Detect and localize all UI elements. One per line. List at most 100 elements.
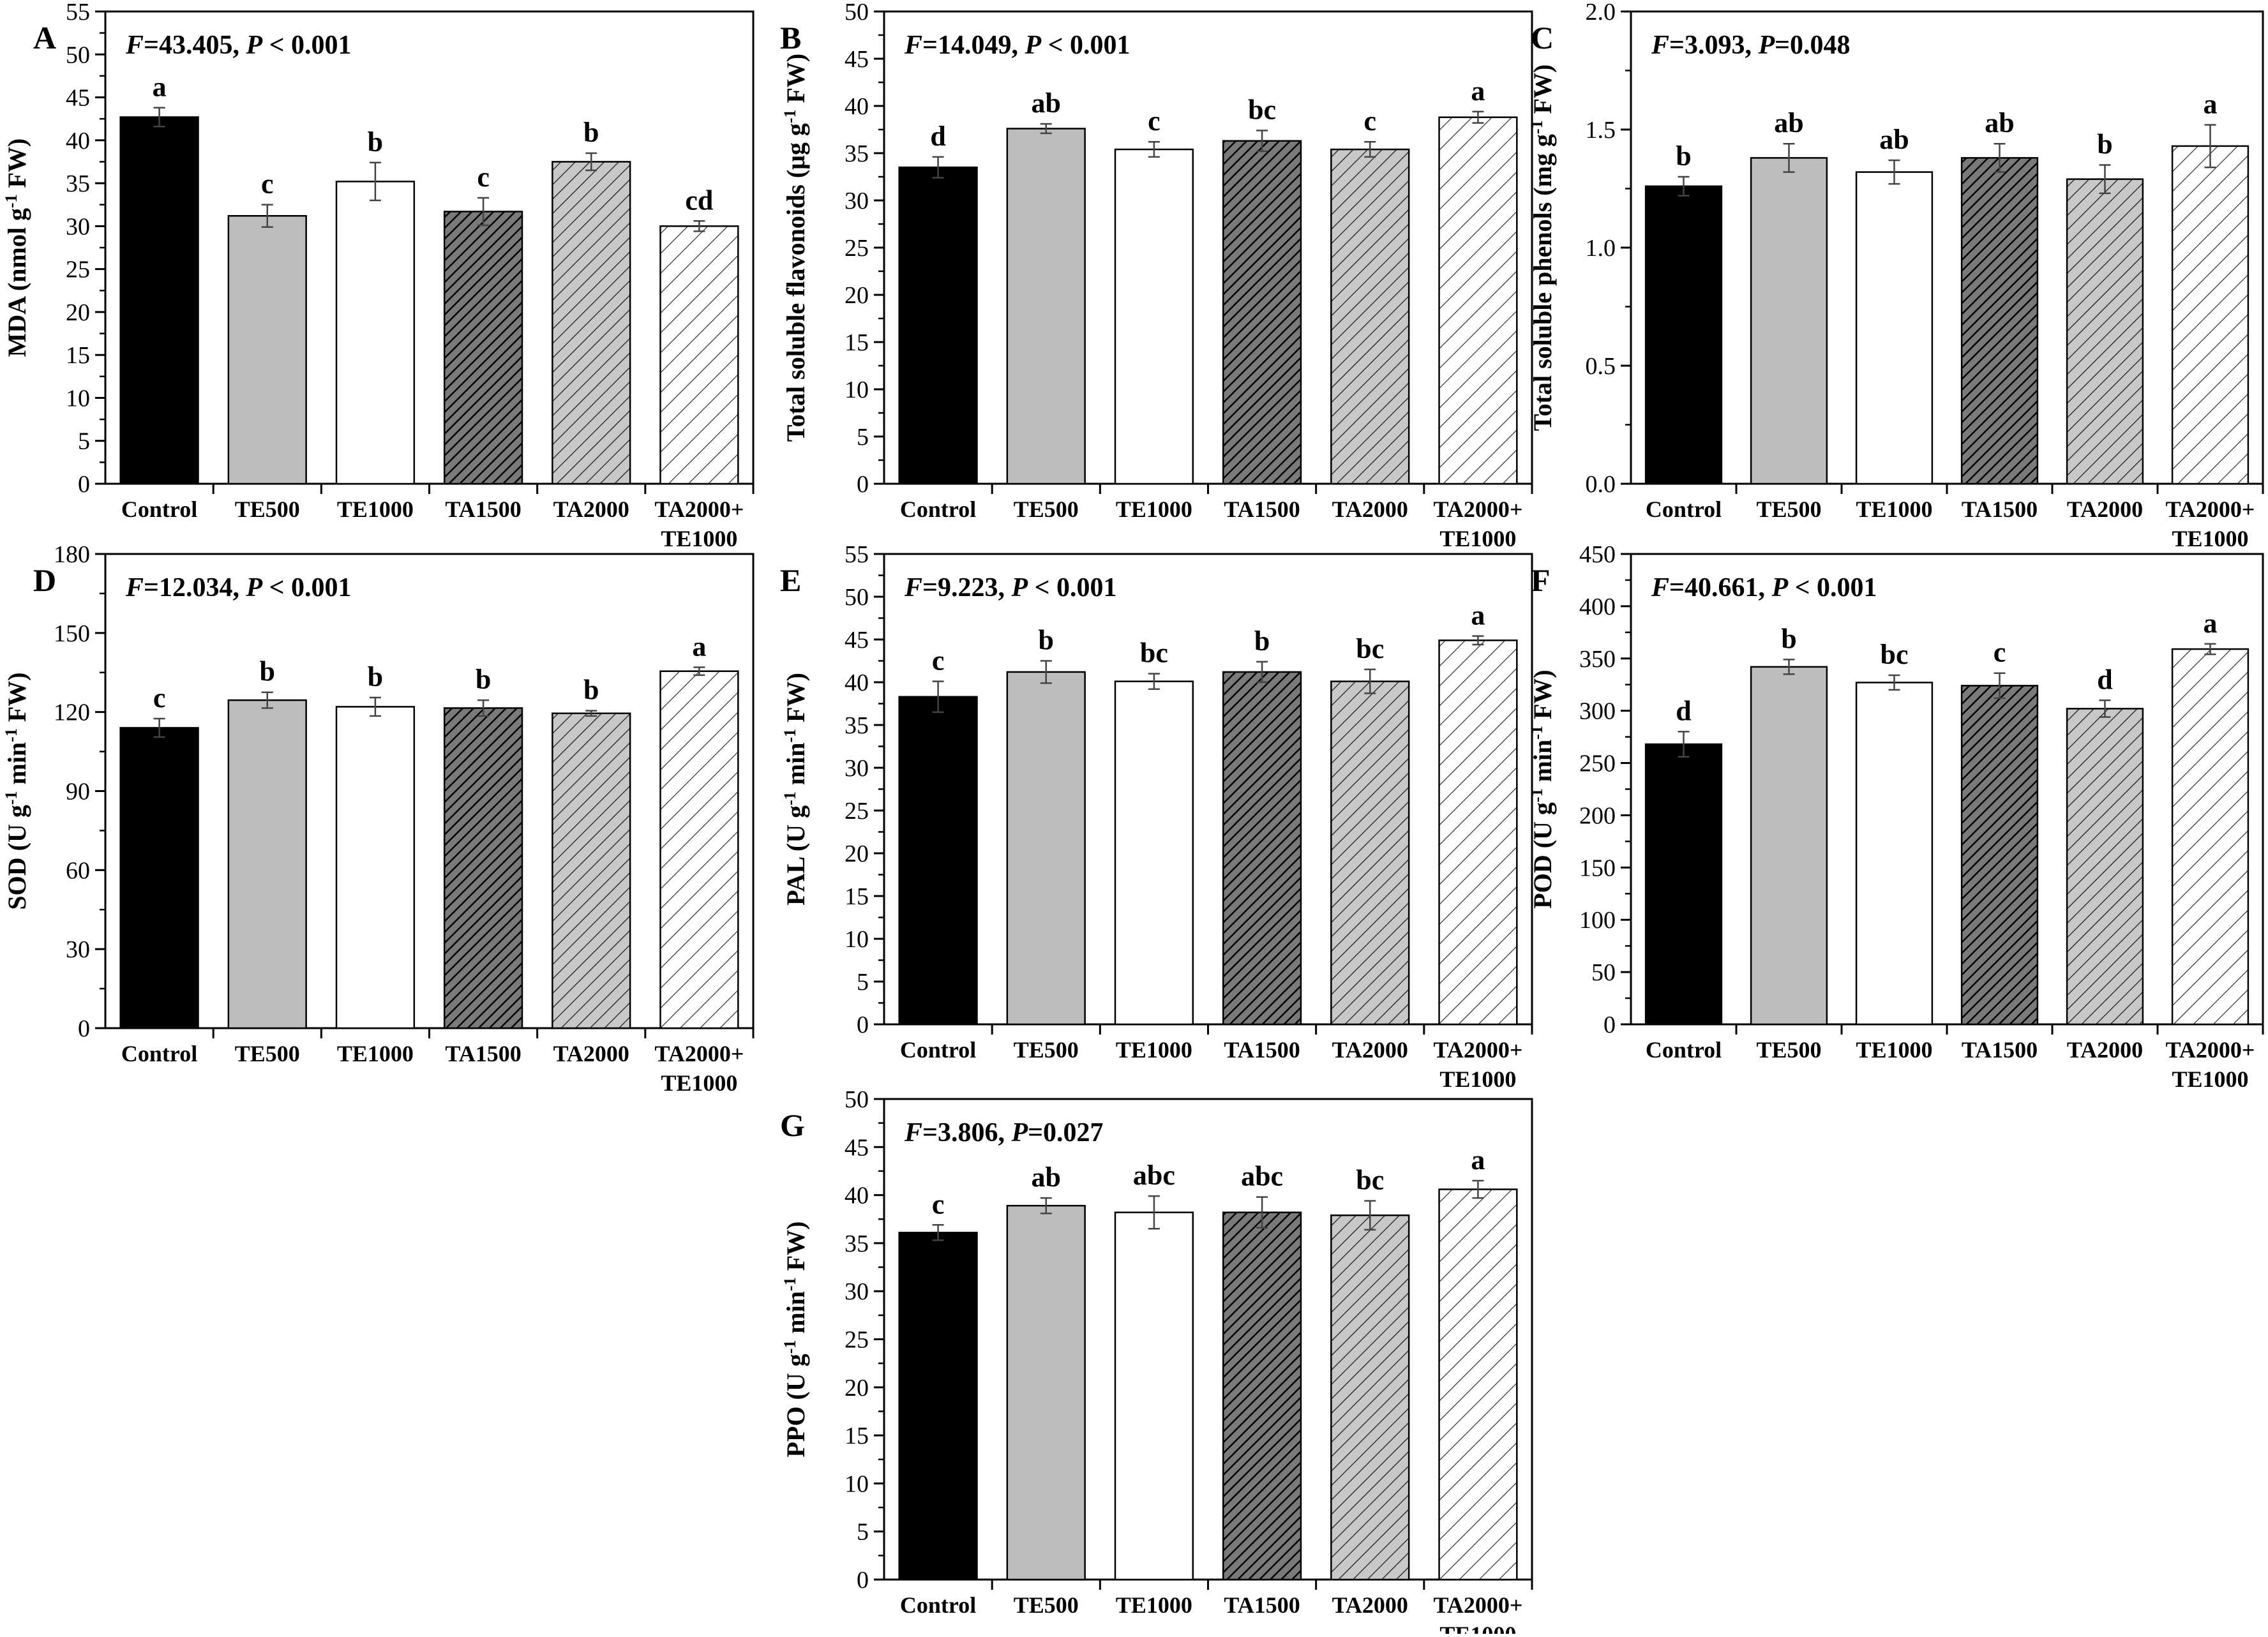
stats-annotation: F=14.049, P < 0.001 — [904, 31, 1130, 60]
x-tick-label: Control — [1646, 1037, 1722, 1063]
y-tick-label: 40 — [845, 669, 869, 696]
bar — [443, 211, 523, 485]
x-tick-label: TA2000 — [1332, 1592, 1408, 1618]
y-tick-label: 450 — [1579, 541, 1616, 568]
y-axis-label-part: FW) — [781, 54, 810, 110]
y-tick-label: 45 — [66, 85, 90, 112]
y-tick-label: 5 — [857, 424, 869, 451]
y-tick-label: 10 — [845, 1470, 869, 1497]
x-tick-label-line: TA2000 — [1332, 1592, 1408, 1618]
significance-letter: b — [583, 117, 599, 148]
significance-letter: c — [1994, 637, 2006, 668]
bar — [1006, 1204, 1086, 1581]
stats-part: < 0.001 — [262, 573, 351, 602]
y-axis-label-part: -1 — [781, 729, 799, 743]
stats-annotation: F=12.034, P < 0.001 — [125, 573, 352, 602]
x-tick-label: Control — [900, 1592, 976, 1618]
y-axis-label-part: MDA (nmol g — [3, 208, 31, 357]
y-tick-label: 40 — [845, 1183, 869, 1209]
y-tick-label: 45 — [845, 46, 869, 73]
significance-letter: c — [477, 161, 490, 193]
y-axis-label: MDA (nmol g-1 FW) — [2, 138, 32, 357]
y-tick-label: 40 — [66, 128, 90, 154]
y-tick-label: 20 — [845, 841, 869, 867]
x-tick-label-line: TE500 — [235, 1041, 300, 1066]
stats-part: F — [904, 573, 922, 602]
y-tick-label: 30 — [845, 1278, 869, 1305]
bar — [552, 712, 631, 1029]
bar — [1114, 1211, 1194, 1581]
y-tick-label: 55 — [66, 0, 90, 26]
bar — [1222, 1211, 1302, 1581]
x-tick-label-line: TE500 — [235, 497, 300, 522]
y-tick-label: 30 — [845, 755, 869, 782]
y-tick-label: 50 — [845, 1086, 869, 1113]
x-tick-label: TA2000+ TE1000 — [654, 497, 744, 551]
y-axis-label-part: -1 — [1528, 726, 1546, 740]
significance-letter: b — [368, 126, 383, 158]
x-tick-label: Control — [121, 1041, 197, 1066]
bar — [335, 706, 416, 1029]
y-tick-label: 0.0 — [1586, 471, 1616, 498]
x-tick-label: TE500 — [1014, 1037, 1079, 1063]
y-tick-label: 400 — [1579, 594, 1616, 620]
significance-letter: bc — [1140, 638, 1168, 669]
significance-letter: ab — [1774, 107, 1803, 138]
y-tick-label: 35 — [845, 1230, 869, 1257]
stats-part: P — [1024, 31, 1041, 60]
significance-letter: b — [368, 661, 383, 692]
bar — [1114, 148, 1194, 485]
x-tick-label: TA2000+ TE1000 — [1433, 1037, 1522, 1092]
x-tick-label-line: TA2000 — [553, 1041, 629, 1066]
y-tick-label: 250 — [1579, 751, 1616, 777]
y-tick-label: 0 — [857, 1567, 869, 1594]
significance-letter: ab — [1032, 1162, 1061, 1193]
stats-part: F — [125, 573, 144, 602]
y-tick-label: 1.0 — [1586, 235, 1616, 262]
significance-letter: c — [932, 1188, 945, 1220]
x-tick-label-line: Control — [1646, 1037, 1722, 1063]
x-tick-label-line: TE1000 — [337, 497, 414, 522]
stats-part: =40.661, — [1669, 573, 1771, 602]
bar — [227, 699, 307, 1029]
panel-label: G — [780, 1107, 805, 1143]
x-tick-label-line: TA2000+ — [654, 1041, 744, 1066]
bar — [659, 670, 739, 1029]
y-tick-label: 30 — [66, 936, 90, 963]
plot-frame — [883, 10, 1533, 485]
significance-letter: ab — [1032, 87, 1061, 119]
x-tick-label-line: TA2000+ — [1433, 1592, 1522, 1618]
x-tick-label: TA1500 — [1962, 497, 2038, 522]
x-tick-label-line: Control — [1646, 497, 1722, 522]
y-tick-label: 25 — [845, 798, 869, 825]
stats-part: =43.405, — [144, 31, 246, 60]
x-tick-label-line: TE1000 — [1116, 1592, 1192, 1618]
y-tick-label: 25 — [845, 235, 869, 262]
panel-B: B 0 5 10 15 20 25 30 35 40 45 50 Total soluble flavo… — [780, 0, 1533, 551]
y-axis-label-part: -1 — [1528, 120, 1546, 134]
plot-frame — [1630, 10, 2264, 485]
bar — [1330, 148, 1410, 485]
bar — [2066, 178, 2144, 485]
y-tick-label: 15 — [66, 342, 90, 369]
plot-frame — [104, 10, 755, 485]
y-tick-label: 50 — [1591, 959, 1616, 986]
y-axis-label-part: Total soluble phenols (mg g — [1528, 134, 1557, 431]
bar — [1114, 680, 1194, 1026]
y-axis-label-part: FW) — [1528, 64, 1557, 121]
y-tick-label: 0 — [78, 471, 90, 498]
significance-letter: b — [1039, 625, 1054, 656]
stats-part: =14.049, — [922, 31, 1025, 60]
x-tick-label-line: Control — [900, 1037, 976, 1063]
x-tick-label-line: TE1000 — [1856, 1037, 1932, 1063]
y-tick-label: 5 — [857, 1519, 869, 1546]
x-tick-label-line: TE1000 — [661, 526, 737, 551]
significance-letter: b — [583, 675, 599, 706]
stats-part: =0.048 — [1775, 31, 1850, 60]
bar — [1644, 185, 1723, 485]
x-tick-label-line: TE500 — [1014, 1037, 1079, 1063]
x-tick-label-line: TA2000+ — [1433, 1037, 1522, 1063]
